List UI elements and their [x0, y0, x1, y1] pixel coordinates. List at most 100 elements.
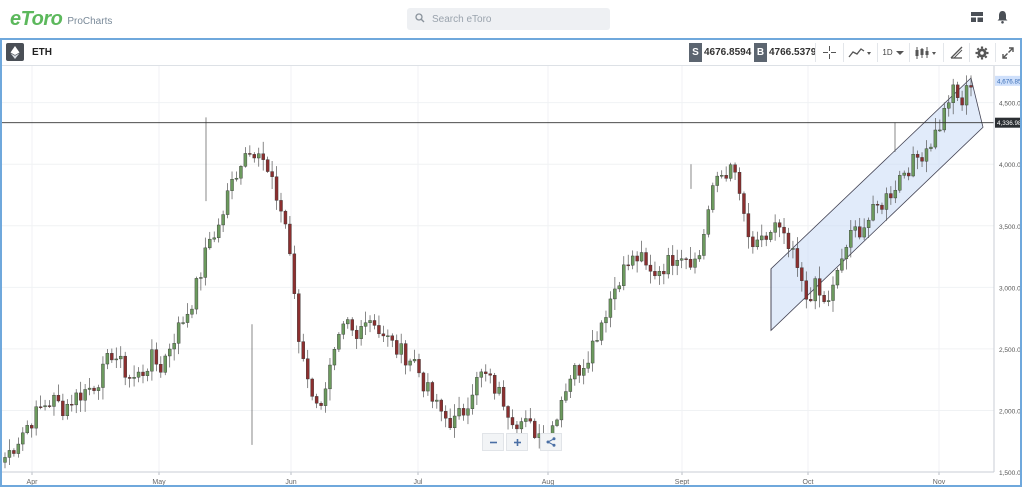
candle-down	[279, 200, 283, 212]
candle-up	[599, 322, 604, 341]
x-tick-label: Aug	[542, 479, 555, 485]
candle-down	[38, 406, 43, 408]
candle-down	[626, 264, 630, 267]
candle-down	[644, 252, 648, 266]
toolbar-divider	[843, 43, 844, 62]
sell-price-button[interactable]: S 4676.8594	[689, 43, 751, 62]
candle-up	[902, 172, 906, 176]
chevron-down-icon	[895, 50, 904, 55]
candle-up	[257, 153, 261, 159]
settings-icon[interactable]	[972, 42, 992, 63]
x-tick-label: Jun	[285, 479, 296, 485]
candles-icon[interactable]	[913, 42, 939, 63]
candle-up	[7, 450, 12, 458]
candle-down	[533, 420, 537, 438]
timeframe-dropdown[interactable]: 1D	[881, 42, 905, 63]
buy-price-button[interactable]: B 4766.5379	[754, 43, 816, 62]
chart-type-icon[interactable]	[847, 42, 873, 63]
layout-icon[interactable]	[970, 10, 984, 29]
candle-up	[791, 248, 795, 250]
current-price-label: 4,676.859	[997, 78, 1020, 85]
draw-icon[interactable]	[946, 42, 966, 63]
candle-up	[87, 387, 92, 390]
crosshair-icon[interactable]	[819, 42, 839, 63]
candle-down	[301, 341, 305, 359]
candle-up	[617, 285, 622, 290]
horizontal-line[interactable]: 4,336.987	[2, 117, 1020, 128]
bell-icon[interactable]	[996, 10, 1009, 29]
candle-down	[252, 154, 256, 159]
candle-up	[524, 418, 528, 422]
candle-down	[319, 403, 323, 406]
candle-up	[697, 255, 702, 260]
candle-down	[92, 387, 96, 391]
candle-down	[955, 84, 960, 98]
candle-up	[194, 278, 199, 310]
share-icon[interactable]	[540, 433, 562, 451]
candle-down	[159, 364, 163, 373]
candle-down	[292, 253, 297, 294]
candle-up	[479, 371, 484, 378]
search-input[interactable]	[432, 13, 602, 25]
x-tick-label: Oct	[803, 479, 814, 485]
candle-down	[648, 264, 653, 272]
candle-up	[942, 108, 946, 131]
price-chart[interactable]: 4,336.987 4,500.000 4,000.000 3,500.000 3,0…	[2, 66, 1020, 485]
candle-down	[742, 193, 746, 214]
candle-down	[506, 406, 510, 418]
toolbar-divider	[969, 43, 970, 62]
candle-up	[773, 222, 777, 233]
candle-down	[56, 394, 61, 402]
candle-up	[101, 363, 105, 388]
candle-down	[297, 293, 301, 342]
candle-up	[933, 129, 938, 148]
candle-up	[840, 258, 844, 271]
candle-down	[822, 295, 826, 302]
candle-up	[168, 348, 172, 357]
candle-down	[751, 236, 755, 248]
candle-up	[964, 85, 969, 106]
etoro-logo[interactable]: eToro ProCharts	[10, 6, 112, 32]
toolbar-divider	[877, 43, 878, 62]
candle-up	[768, 232, 773, 240]
candle-up	[813, 278, 817, 302]
search-box[interactable]	[407, 8, 610, 30]
candle-down	[795, 248, 800, 268]
zoom-in-button[interactable]	[506, 433, 528, 451]
candle-down	[403, 343, 408, 366]
candle-up	[452, 415, 457, 429]
candle-up	[951, 84, 955, 103]
fullscreen-icon[interactable]	[998, 42, 1018, 63]
candle-down	[653, 271, 657, 277]
candle-up	[221, 214, 225, 226]
candle-down	[283, 210, 288, 225]
candle-up	[74, 392, 78, 406]
candle-down	[61, 400, 65, 417]
instrument-selector[interactable]: ETH	[6, 43, 52, 61]
candle-up	[105, 353, 110, 365]
candle-down	[688, 258, 693, 268]
candle-down	[381, 333, 386, 337]
candle-up	[675, 260, 679, 266]
candle-down	[501, 386, 506, 407]
candle-up	[408, 360, 412, 366]
candle-up	[470, 394, 475, 409]
zoom-out-button[interactable]	[482, 433, 504, 451]
candle-down	[141, 371, 145, 376]
candle-up	[711, 185, 715, 210]
candle-up	[720, 175, 724, 177]
logo-text: eToro	[10, 7, 63, 30]
candle-up	[613, 288, 617, 300]
candle-down	[635, 255, 639, 262]
top-bar: eToro ProCharts	[0, 0, 1024, 38]
candle-up	[212, 237, 216, 240]
candle-up	[145, 370, 150, 376]
candle-up	[898, 175, 902, 191]
candle-up	[475, 377, 479, 396]
candle-up	[332, 348, 337, 366]
candle-up	[368, 320, 372, 323]
candle-down	[764, 235, 768, 240]
candle-up	[639, 252, 644, 262]
candle-up	[715, 175, 719, 186]
candle-up	[225, 190, 230, 215]
